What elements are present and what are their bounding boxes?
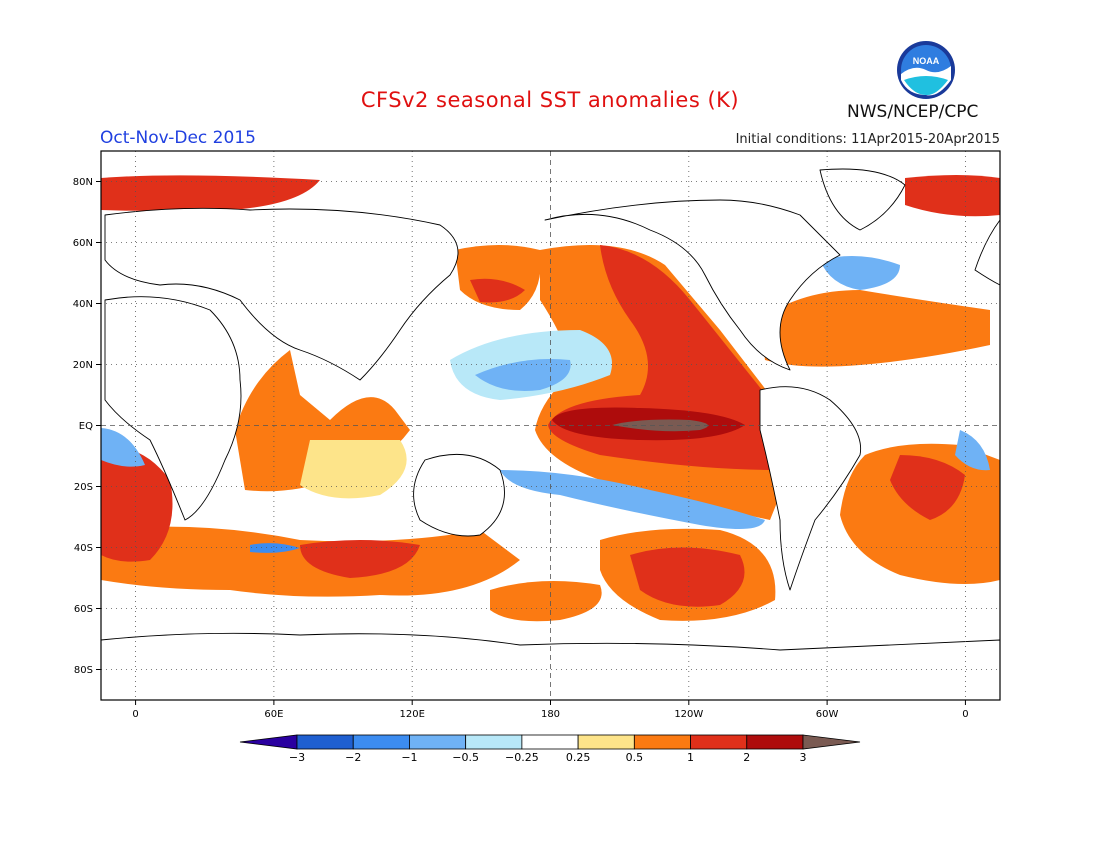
arctic-warm-anomaly-west bbox=[101, 175, 320, 211]
anomaly-field bbox=[101, 175, 1000, 622]
south-pacific-cold-band bbox=[500, 470, 765, 529]
south-america bbox=[759, 386, 862, 591]
south-indian-warm bbox=[101, 448, 173, 562]
lat-tick-label: EQ bbox=[79, 421, 93, 432]
colorbar-high-triangle bbox=[802, 734, 861, 750]
grid-layer bbox=[101, 151, 1000, 700]
africa bbox=[104, 296, 242, 521]
lat-tick-label: 60S bbox=[74, 604, 93, 615]
organization-label: NWS/NCEP/CPC bbox=[847, 102, 979, 122]
colorbar-label: −3 bbox=[289, 751, 305, 764]
colorbar-swatch bbox=[633, 734, 691, 750]
lon-tick-label: 180 bbox=[541, 709, 560, 720]
colorbar-label: 0.25 bbox=[566, 751, 591, 764]
logo-text: NOAA bbox=[913, 56, 940, 66]
colorbar: −3 −2 −1 −0.5 −0.25 0.25 0.5 1 2 3 bbox=[239, 734, 861, 764]
indian-ocean-mild-anomaly bbox=[300, 440, 407, 499]
lon-tick-label: 0 bbox=[962, 709, 968, 720]
colorbar-swatch bbox=[746, 734, 804, 750]
south-atlantic-strong-anomaly bbox=[890, 455, 965, 520]
greenland bbox=[819, 168, 906, 231]
lat-tick-label: 60N bbox=[73, 238, 93, 249]
lon-tick-label: 0 bbox=[132, 709, 138, 720]
australia bbox=[413, 453, 505, 537]
ticks-layer: 80N 60N 40N 20N EQ 20S 40S 60S 80S 0 60E 120E 180 120… bbox=[73, 177, 969, 720]
colorbar-label: 0.5 bbox=[626, 751, 644, 764]
lat-tick-label: 40S bbox=[74, 543, 93, 554]
colorbar-label: −2 bbox=[345, 751, 361, 764]
colorbar-swatch bbox=[521, 734, 579, 750]
se-pacific-strong-anomaly bbox=[630, 547, 745, 607]
east-atlantic-cold bbox=[955, 430, 990, 471]
europe-asia bbox=[104, 207, 459, 381]
colorbar-label: −0.25 bbox=[505, 751, 539, 764]
colorbar-swatch bbox=[465, 734, 523, 750]
colorbar-label: −0.5 bbox=[452, 751, 479, 764]
colorbar-label: 1 bbox=[687, 751, 694, 764]
north-atlantic-cold-anomaly bbox=[820, 256, 900, 290]
map-title: CFSv2 seasonal SST anomalies (K) bbox=[360, 88, 740, 112]
north-pacific-cold-anomaly bbox=[475, 359, 571, 391]
continents bbox=[100, 168, 1001, 701]
noaa-logo: NOAA bbox=[897, 41, 955, 99]
season-label: Oct-Nov-Dec 2015 bbox=[100, 128, 256, 148]
lon-tick-label: 60W bbox=[816, 709, 839, 720]
colorbar-swatch bbox=[690, 734, 748, 750]
colorbar-label: 2 bbox=[743, 751, 750, 764]
southern-ocean-strong bbox=[300, 540, 420, 578]
colorbar-swatch bbox=[409, 734, 467, 750]
lon-tick-label: 120W bbox=[674, 709, 703, 720]
lat-tick-label: 20N bbox=[73, 360, 93, 371]
lon-tick-label: 120E bbox=[399, 709, 424, 720]
initial-conditions-label: Initial conditions: 11Apr2015-20Apr2015 bbox=[735, 132, 1000, 147]
colorbar-low-triangle bbox=[239, 734, 298, 750]
arctic-warm-anomaly-east bbox=[905, 175, 1000, 217]
north-atlantic-warm-anomaly bbox=[760, 290, 990, 367]
southern-cold-streak bbox=[250, 543, 300, 553]
lat-tick-label: 20S bbox=[74, 482, 93, 493]
lon-tick-label: 60E bbox=[264, 709, 283, 720]
tasman-warm bbox=[490, 581, 602, 622]
colorbar-swatch bbox=[296, 734, 354, 750]
colorbar-swatch bbox=[352, 734, 410, 750]
west-australia-cold bbox=[101, 428, 145, 467]
lat-tick-label: 80N bbox=[73, 177, 93, 188]
colorbar-label: −1 bbox=[401, 751, 417, 764]
colorbar-label: 3 bbox=[800, 751, 807, 764]
south-america-right-edge bbox=[974, 219, 1001, 286]
lat-tick-label: 40N bbox=[73, 299, 93, 310]
colorbar-swatch bbox=[577, 734, 635, 750]
nw-pacific-strong bbox=[470, 278, 525, 303]
lat-tick-label: 80S bbox=[74, 665, 93, 676]
